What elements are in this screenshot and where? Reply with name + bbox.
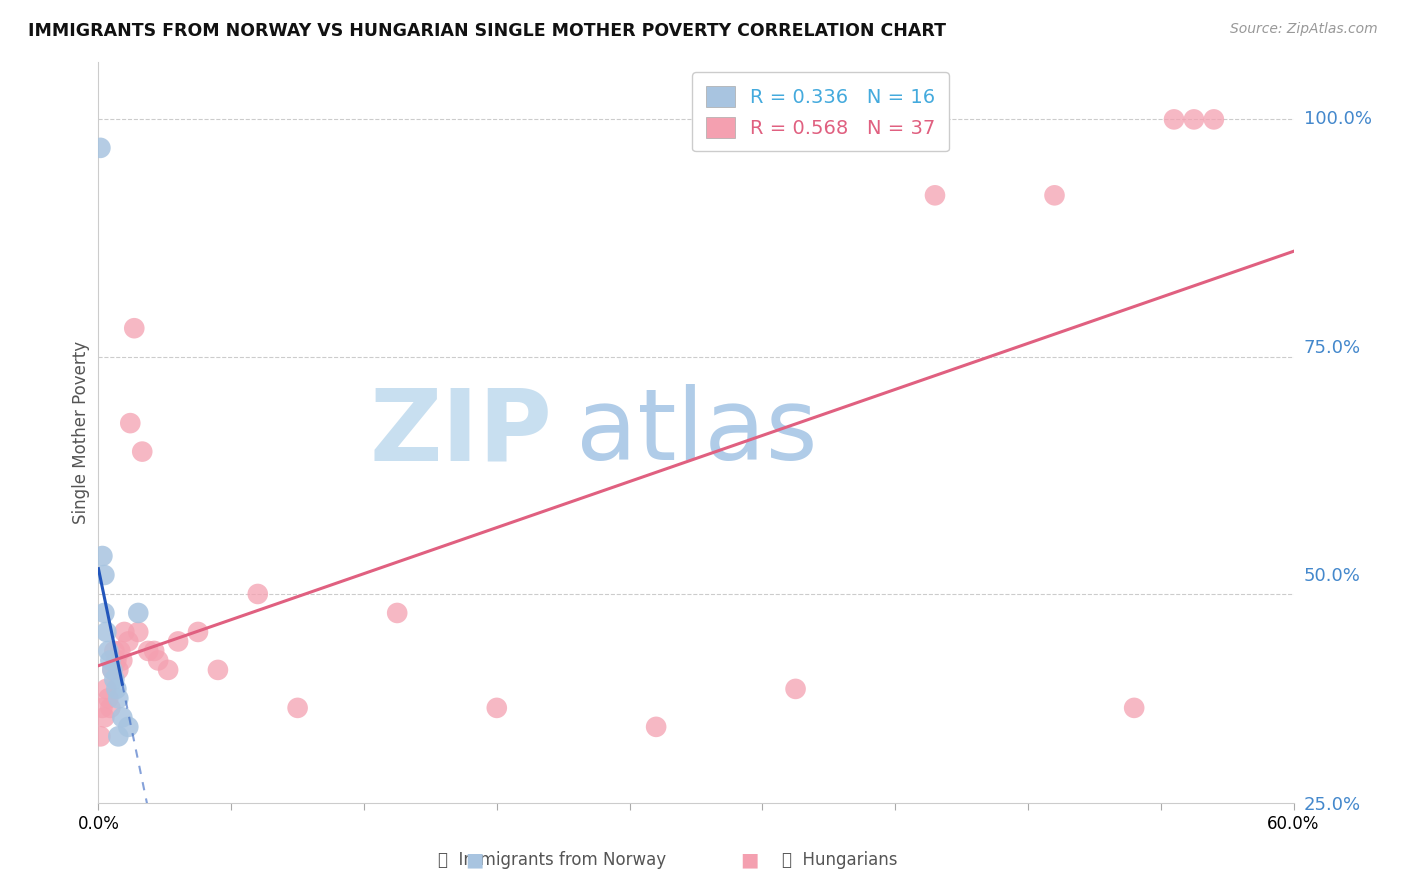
Point bbox=[785, 681, 807, 696]
Point bbox=[127, 606, 149, 620]
Point bbox=[143, 644, 166, 658]
Point bbox=[91, 549, 114, 563]
Point bbox=[246, 587, 269, 601]
Point bbox=[167, 634, 190, 648]
Point bbox=[91, 853, 114, 867]
Text: ⬛  Hungarians: ⬛ Hungarians bbox=[782, 852, 897, 870]
Point bbox=[136, 644, 159, 658]
Point bbox=[93, 568, 115, 582]
Point bbox=[96, 624, 118, 639]
Point bbox=[485, 701, 508, 715]
Point bbox=[107, 730, 129, 744]
Point bbox=[97, 644, 120, 658]
Point bbox=[93, 710, 115, 724]
Point bbox=[117, 634, 139, 648]
Point bbox=[98, 701, 122, 715]
Point bbox=[89, 141, 111, 155]
Point bbox=[131, 444, 153, 458]
Point bbox=[157, 663, 180, 677]
Text: Source: ZipAtlas.com: Source: ZipAtlas.com bbox=[1230, 22, 1378, 37]
Point bbox=[124, 321, 146, 335]
Point bbox=[1123, 701, 1146, 715]
Point bbox=[287, 701, 309, 715]
Point bbox=[117, 720, 139, 734]
Point bbox=[97, 691, 120, 706]
Point bbox=[111, 653, 134, 667]
Point bbox=[110, 644, 132, 658]
Point bbox=[111, 710, 134, 724]
Point bbox=[207, 663, 229, 677]
Y-axis label: Single Mother Poverty: Single Mother Poverty bbox=[72, 341, 90, 524]
Text: ⬛  Immigrants from Norway: ⬛ Immigrants from Norway bbox=[439, 852, 666, 870]
Point bbox=[1182, 112, 1205, 127]
Point bbox=[112, 624, 135, 639]
Point bbox=[127, 624, 149, 639]
Point bbox=[187, 624, 209, 639]
Point bbox=[96, 681, 118, 696]
Text: ■: ■ bbox=[741, 850, 759, 870]
Point bbox=[101, 663, 124, 677]
Point bbox=[93, 606, 115, 620]
Point bbox=[385, 606, 409, 620]
Point bbox=[120, 416, 142, 430]
Text: atlas: atlas bbox=[576, 384, 818, 481]
Point bbox=[1043, 188, 1066, 202]
Legend: R = 0.336   N = 16, R = 0.568   N = 37: R = 0.336 N = 16, R = 0.568 N = 37 bbox=[692, 72, 949, 152]
Point bbox=[105, 653, 128, 667]
Point bbox=[101, 663, 124, 677]
Point bbox=[89, 730, 111, 744]
Point bbox=[645, 720, 668, 734]
Point bbox=[107, 663, 129, 677]
Text: ZIP: ZIP bbox=[370, 384, 553, 481]
Point bbox=[107, 691, 129, 706]
Point bbox=[98, 653, 122, 667]
Point bbox=[91, 701, 114, 715]
Point bbox=[1202, 112, 1225, 127]
Point bbox=[105, 681, 128, 696]
Point bbox=[1163, 112, 1185, 127]
Point bbox=[103, 673, 125, 687]
Text: ■: ■ bbox=[465, 850, 484, 870]
Point bbox=[103, 644, 125, 658]
Text: IMMIGRANTS FROM NORWAY VS HUNGARIAN SINGLE MOTHER POVERTY CORRELATION CHART: IMMIGRANTS FROM NORWAY VS HUNGARIAN SING… bbox=[28, 22, 946, 40]
Point bbox=[148, 653, 170, 667]
Point bbox=[924, 188, 946, 202]
